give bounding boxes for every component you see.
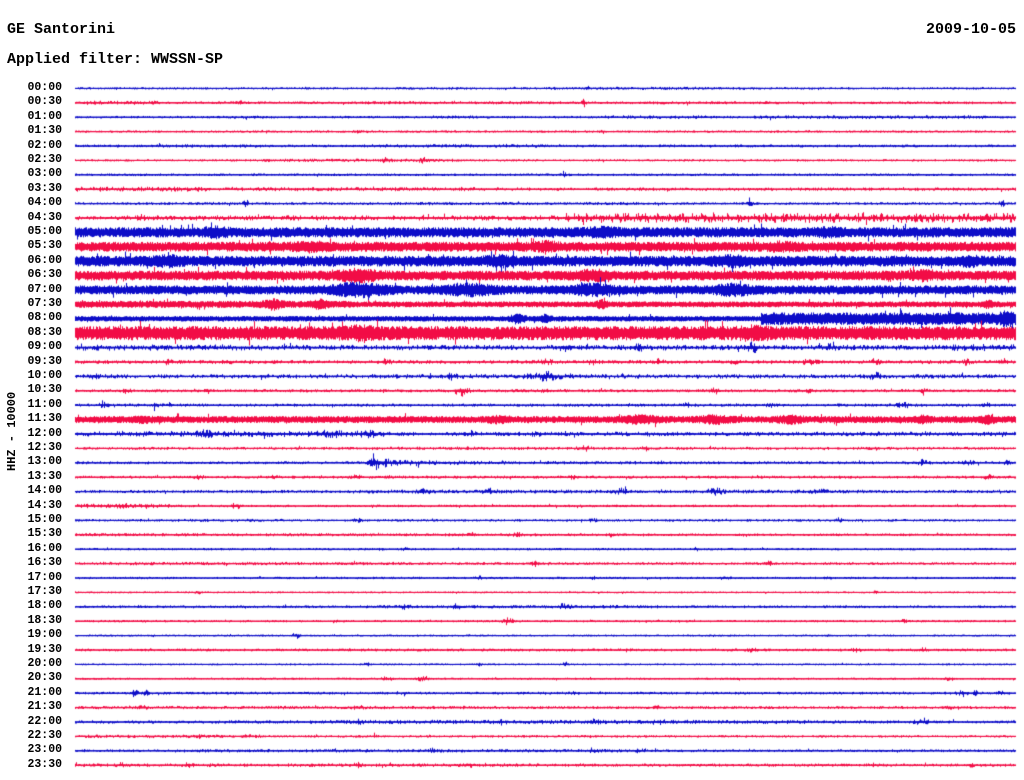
- time-label-0030: 00:30: [27, 95, 62, 109]
- time-label-0730: 07:30: [27, 297, 62, 310]
- time-label-1400: 14:00: [27, 484, 62, 498]
- time-label-1730: 17:30: [27, 585, 62, 598]
- time-label-1200: 12:00: [27, 426, 62, 440]
- time-label-0530: 05:30: [27, 239, 62, 253]
- time-label-1800: 18:00: [27, 599, 62, 613]
- time-label-1700: 17:00: [27, 570, 62, 584]
- time-label-1300: 13:00: [27, 455, 62, 469]
- time-label-1600: 16:00: [27, 541, 62, 555]
- time-label-1000: 10:00: [27, 369, 62, 382]
- report-date: 2009-10-05: [925, 21, 1016, 38]
- time-label-2200: 22:00: [27, 714, 62, 728]
- time-label-1930: 19:30: [27, 642, 62, 656]
- time-label-0500: 05:00: [27, 225, 62, 238]
- time-label-0100: 01:00: [27, 109, 62, 123]
- time-label-2130: 21:30: [27, 700, 62, 714]
- time-label-0900: 09:00: [27, 340, 62, 354]
- time-label-0630: 06:30: [27, 268, 62, 282]
- time-label-2230: 22:30: [27, 729, 62, 742]
- time-label-2330: 23:30: [27, 757, 62, 771]
- time-label-0300: 03:00: [27, 167, 62, 181]
- time-label-1630: 16:30: [27, 556, 62, 570]
- time-label-0000: 00:00: [27, 81, 62, 94]
- time-label-0930: 09:30: [27, 354, 62, 368]
- time-label-0230: 02:30: [27, 153, 62, 166]
- time-label-1530: 15:30: [27, 527, 62, 541]
- time-label-0330: 03:30: [27, 181, 62, 195]
- time-label-2000: 20:00: [27, 657, 62, 670]
- time-label-0600: 06:00: [27, 253, 62, 267]
- time-label-1430: 14:30: [27, 498, 62, 512]
- time-label-1330: 13:30: [27, 469, 62, 483]
- time-label-1230: 12:30: [27, 441, 62, 454]
- time-label-1830: 18:30: [27, 613, 62, 627]
- time-label-0800: 08:00: [27, 311, 62, 325]
- time-label-2100: 21:00: [27, 685, 62, 699]
- time-label-0200: 02:00: [27, 138, 62, 152]
- time-label-0700: 07:00: [27, 282, 62, 296]
- time-label-1500: 15:00: [27, 513, 62, 526]
- station-title: GE Santorini: [7, 21, 116, 38]
- time-label-2030: 20:30: [27, 671, 62, 685]
- time-label-2300: 23:00: [27, 743, 62, 757]
- time-label-1130: 11:30: [27, 412, 62, 426]
- time-label-1030: 10:30: [27, 383, 62, 397]
- time-label-0130: 01:30: [27, 124, 62, 138]
- time-label-0430: 04:30: [27, 210, 62, 224]
- applied-filter-label: Applied filter: WWSSN-SP: [7, 51, 224, 68]
- time-label-1100: 11:00: [27, 397, 62, 411]
- time-label-1900: 19:00: [27, 628, 62, 642]
- time-label-0400: 04:00: [27, 196, 62, 210]
- time-label-0830: 08:30: [27, 325, 62, 339]
